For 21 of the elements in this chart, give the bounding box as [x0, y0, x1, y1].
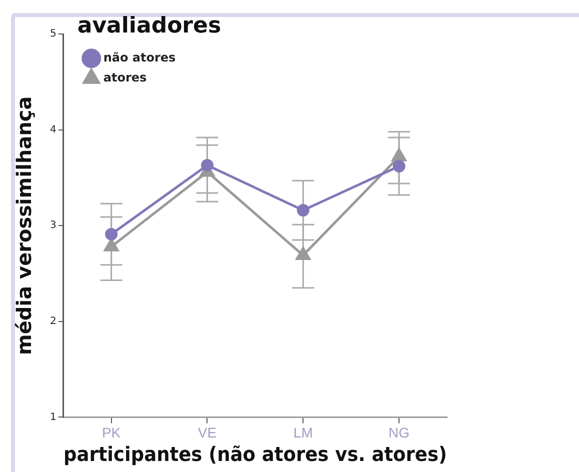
y-tick-label: 3: [50, 220, 56, 232]
y-tick-label: 4: [50, 124, 56, 136]
legend-label: atores: [103, 70, 147, 85]
x-tick-label: VE: [198, 424, 217, 440]
point: [392, 148, 406, 162]
x-tick-label: NG: [388, 424, 410, 440]
y-axis-title: média verossimilhança: [12, 96, 36, 355]
point: [200, 158, 214, 172]
y-tick-label: 1: [50, 412, 56, 423]
y-tick-label: 2: [50, 316, 56, 327]
point: [296, 247, 310, 260]
y-tick-label: 5: [50, 28, 56, 40]
point: [392, 160, 406, 172]
point: [105, 228, 118, 240]
point: [104, 238, 119, 252]
x-axis-title: participantes (não atores vs. atores): [63, 442, 447, 466]
legend-title: avaliadores: [77, 14, 222, 39]
x-tick-label: LM: [293, 424, 313, 440]
x-tick-label: PK: [102, 424, 122, 440]
legend-label: não atores: [103, 50, 176, 65]
point: [296, 204, 310, 217]
